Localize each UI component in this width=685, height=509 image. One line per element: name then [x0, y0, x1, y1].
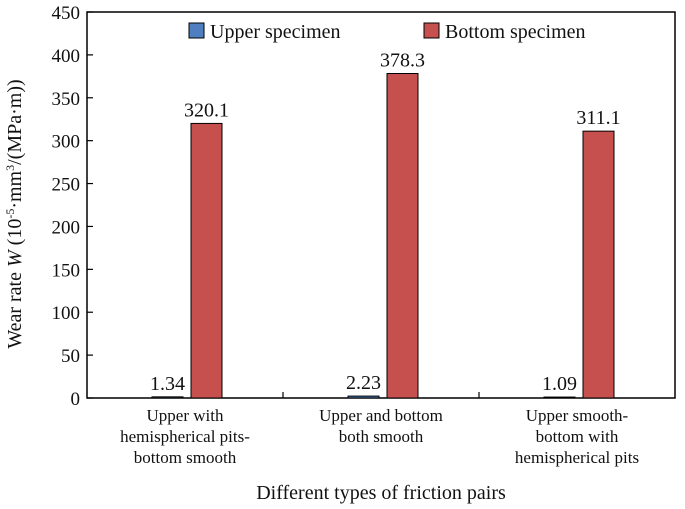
bars	[151, 73, 615, 399]
plot-area	[86, 11, 676, 399]
y-axis-title-exp1: -5	[3, 209, 17, 219]
x-tick-label-2-line-0: Upper smooth-	[526, 406, 629, 425]
y-tick-label-3: 150	[52, 260, 81, 281]
y-tick-label-7: 350	[52, 89, 81, 110]
y-tick-label-5: 250	[52, 175, 81, 196]
x-tick-label-2-line-1: bottom with	[536, 427, 619, 446]
y-axis: 0 50 100 150 200 250 300 350 400 450	[52, 3, 93, 410]
y-tick-label-1: 50	[61, 346, 80, 367]
y-tick-label-4: 200	[52, 217, 81, 238]
plot-frame	[86, 11, 676, 399]
data-label-bottom-1: 378.3	[380, 50, 425, 72]
y-axis-title-symbol: W	[4, 248, 26, 267]
x-axis-title: Different types of friction pairs	[256, 482, 506, 504]
bar-upper-1	[347, 395, 380, 399]
data-labels: 1.34 320.1 2.23 378.3 1.09 311.1	[150, 50, 621, 396]
bar-bottom-0	[190, 122, 223, 399]
y-axis-title-unit: (10	[4, 219, 26, 251]
legend-swatch-upper	[188, 22, 205, 39]
data-label-upper-2: 1.09	[542, 373, 577, 395]
data-label-bottom-0: 320.1	[184, 99, 229, 121]
y-tick-label-6: 300	[52, 132, 81, 153]
y-tick-label-8: 400	[52, 46, 81, 67]
data-label-upper-1: 2.23	[346, 372, 381, 394]
bar-upper-2	[543, 396, 576, 399]
y-axis-title-prefix: Wear rate	[4, 267, 26, 349]
y-axis-title-unit-mid: ·mm	[4, 170, 26, 208]
legend-label-bottom: Bottom specimen	[445, 21, 586, 43]
x-tick-label-1-line-0: Upper and bottom	[319, 406, 443, 425]
bar-bottom-2	[582, 130, 615, 399]
y-axis-title: Wear rate W (10-5·mm3/(MPa·m))	[3, 79, 26, 348]
x-tick-label-2-line-2: hemispherical pits	[515, 448, 639, 467]
bar-bottom-1	[386, 73, 419, 399]
x-tick-label-0-line-2: bottom smooth	[134, 448, 237, 467]
legend-swatch-bottom	[423, 22, 440, 39]
data-label-bottom-2: 311.1	[576, 107, 620, 129]
y-tick-label-2: 100	[52, 303, 81, 324]
x-tick-label-1: Upper and bottom both smooth	[319, 406, 443, 446]
legend: Upper specimen Bottom specimen	[188, 21, 586, 43]
y-tick-label-9: 450	[52, 3, 81, 24]
x-tick-label-0-line-1: hemispherical pits-	[120, 427, 250, 446]
y-axis-title-unit-post: /(MPa·m))	[4, 79, 26, 165]
bar-upper-0	[151, 396, 184, 399]
y-tick-label-0: 0	[71, 389, 81, 410]
data-label-upper-0: 1.34	[150, 373, 185, 395]
y-axis-title-exp2: 3	[3, 165, 17, 171]
legend-label-upper: Upper specimen	[210, 21, 341, 43]
x-tick-label-1-line-1: both smooth	[339, 427, 424, 446]
x-tick-label-2: Upper smooth-bottom with hemispherical pi…	[515, 406, 639, 467]
x-axis: Upper with hemispherical pits-bottom smoo…	[120, 392, 639, 467]
x-tick-label-0: Upper with hemispherical pits-bottom smoo…	[120, 406, 250, 467]
x-tick-label-0-line-0: Upper with	[147, 406, 224, 425]
